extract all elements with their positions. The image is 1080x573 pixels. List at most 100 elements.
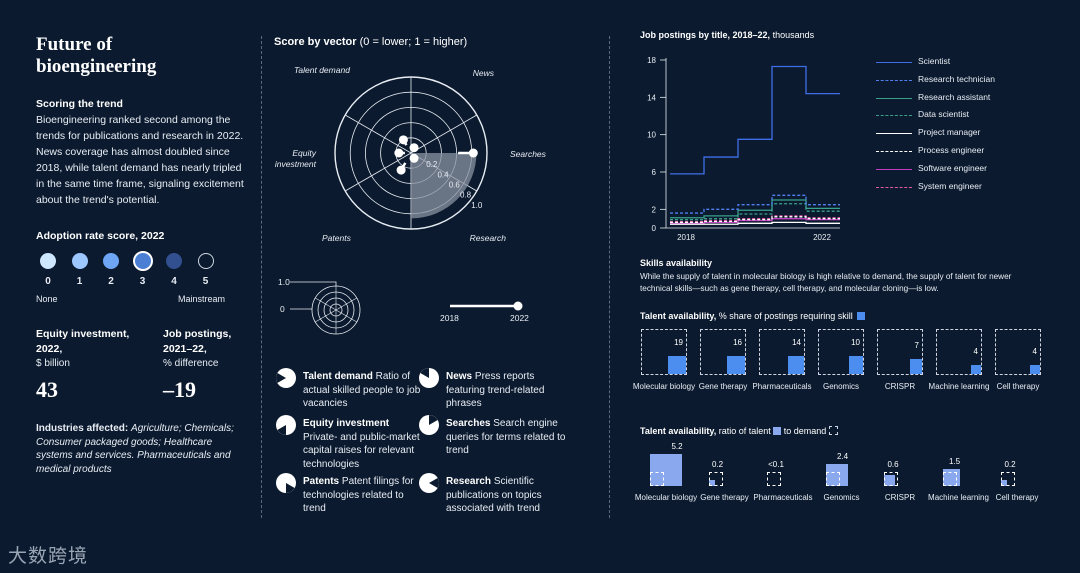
definition-2: Equity investment Private- and public-ma…: [303, 417, 423, 471]
radar-point-equity-investment: [396, 165, 406, 175]
skill-fill: [787, 356, 804, 374]
skill-value: 19: [674, 338, 683, 347]
talent-square: [884, 475, 895, 486]
skill-value: 4: [1032, 347, 1037, 356]
dashed-square-icon: [828, 426, 838, 435]
legend-item-scientist: Scientist: [876, 56, 1026, 70]
definition-desc: Private- and public-market capital raise…: [303, 431, 420, 470]
y-tick-label: 0: [652, 224, 657, 233]
series-process-engineer: [670, 216, 840, 224]
skill-fill: [849, 356, 863, 374]
radar-title: Score by vector: [274, 36, 357, 48]
demand-square: [825, 472, 840, 486]
legend-spoke: [335, 309, 357, 323]
radar-spoke: [344, 114, 412, 154]
radar-point-patents: [409, 153, 419, 163]
industries-text: Agriculture; Chemicals; Consumer package…: [36, 423, 234, 475]
demand-square: [767, 472, 781, 486]
adoption-dot-4: [166, 253, 182, 269]
legend-line: [876, 79, 912, 81]
legend-label: Process engineer: [918, 145, 985, 155]
demand-square: [650, 472, 664, 486]
legend-year-end: 2022: [510, 313, 529, 323]
skill-value: 10: [851, 338, 860, 347]
legend-item-process-engineer: Process engineer: [876, 145, 1026, 159]
radar-ring-label: 0.6: [449, 181, 461, 190]
legend-line: [876, 62, 912, 63]
skill-fill: [970, 365, 981, 374]
definition-name: Talent demand: [303, 371, 376, 382]
skill-box-1: 16: [700, 329, 746, 375]
radar-spoke: [344, 152, 412, 192]
skill-fill: [727, 356, 745, 374]
legend-item-system-engineer: System engineer: [876, 181, 1026, 195]
definition-desc: Press reports featuring trend-related ph…: [446, 371, 545, 409]
talent-ratio-title-a: ratio of talent: [718, 426, 771, 436]
blue-square-icon: [857, 312, 866, 320]
ratio-name: Genomics: [823, 493, 860, 502]
ratio-name: Gene therapy: [700, 493, 749, 502]
y-tick-label: 6: [652, 168, 657, 177]
legend-label: Research technician: [918, 73, 996, 84]
skill-name: Gene therapy: [698, 382, 748, 391]
adoption-label-1: 1: [76, 276, 83, 287]
watermark: 大数跨境: [8, 546, 89, 567]
legend-year-point: [513, 301, 523, 311]
legend-line: [876, 186, 912, 188]
radar-chart: Talent demand News Searches Research Patents…: [275, 65, 547, 243]
legend-line: [876, 97, 912, 99]
skill-box-4: 7: [877, 329, 923, 375]
ratio-value: 0.6: [887, 460, 899, 469]
job-chart-title: Job postings by title, 2018–22,: [640, 30, 771, 40]
definition-name: News: [446, 371, 475, 382]
industries-block: Industries affected: Agriculture; Chemic…: [36, 422, 250, 476]
radar-point-talent-demand: [394, 148, 404, 158]
legend-scale-bottom: 0: [280, 304, 285, 314]
definition-name: Patents: [303, 476, 342, 487]
talent-square: [825, 464, 848, 486]
demand-square: [708, 472, 723, 486]
radar-axis-label-5: Equity: [292, 148, 316, 158]
y-tick-label: 14: [647, 93, 656, 102]
legend-line: [876, 168, 912, 170]
adoption-dot-3: [132, 251, 153, 271]
talent-demand-icon: [276, 368, 296, 388]
skill-name: CRISPR: [884, 382, 916, 391]
talent-square: [650, 454, 682, 486]
legend-scale-tick: [290, 281, 337, 286]
patents-icon: [276, 473, 296, 493]
ratio-name: CRISPR: [884, 493, 916, 502]
radar-point-research: [468, 148, 478, 158]
scoring-heading: Scoring the trend: [36, 98, 123, 110]
job-chart-unit: thousands: [772, 30, 815, 40]
talent-share-title-bold: Talent availability,: [640, 311, 717, 321]
legend-scale-top: 1.0: [278, 277, 290, 287]
job-chart-title-row: Job postings by title, 2018–22, thousand…: [640, 30, 814, 40]
ratio-value: 1.5: [948, 457, 961, 466]
adoption-max-label: Mainstream: [178, 294, 226, 304]
industries-label: Industries affected:: [36, 423, 129, 434]
demand-square: [884, 472, 898, 486]
ratio-value: 2.4: [836, 452, 849, 461]
legend-spoke: [315, 309, 337, 323]
skill-value: 4: [973, 347, 978, 356]
skill-box-0: 19: [641, 329, 687, 375]
definition-name: Equity investment: [303, 418, 390, 429]
ratio-name: Molecular biology: [634, 493, 698, 502]
definition-1: News Press reports featuring trend-relat…: [446, 370, 566, 411]
skill-name: Genomics: [822, 382, 859, 391]
adoption-dot-5: [197, 253, 214, 269]
legend-label: Scientist: [918, 56, 951, 66]
definition-name: Searches: [446, 418, 494, 429]
talent-ratio-title-b: to demand: [783, 426, 827, 436]
adoption-dot-1: [71, 253, 88, 269]
talent-ratio-title: Talent availability, ratio of talent to …: [640, 426, 838, 436]
skill-box-5: 4: [936, 329, 982, 375]
definition-desc: Patent filings for technologies related …: [303, 476, 414, 514]
adoption-label-3: 3: [139, 276, 146, 287]
skill-box-6: 4: [995, 329, 1041, 375]
legend-line: [876, 151, 912, 152]
adoption-label-2: 2: [108, 276, 114, 287]
legend-item-project-manager: Project manager: [876, 127, 1026, 141]
equity-investment-icon: [276, 415, 296, 435]
